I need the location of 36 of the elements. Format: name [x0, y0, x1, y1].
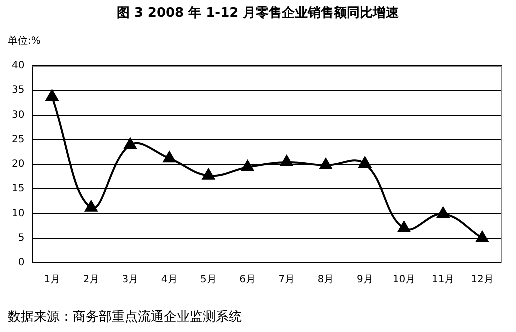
point: [46, 90, 58, 102]
y-tick-label: 10: [12, 208, 25, 220]
point: [280, 156, 294, 167]
y-tick-label: 25: [12, 134, 25, 146]
x-tick-label: 8月: [318, 274, 334, 286]
y-tick-label: 5: [18, 232, 25, 244]
point: [476, 231, 489, 242]
x-tick-label: 5月: [200, 274, 217, 286]
x-tick-label: 9月: [356, 274, 374, 286]
x-tick-label: 11月: [432, 274, 455, 286]
chart-title: 图 3 2008 年 1-12 月零售企业销售额同比增速: [116, 4, 400, 22]
point: [163, 152, 176, 163]
point: [124, 138, 137, 150]
x-tick-label: 3月: [122, 274, 139, 286]
x-tick-label: 1月: [44, 274, 60, 286]
y-tick-label: 40: [12, 60, 25, 72]
x-tick-label: 2月: [83, 274, 100, 286]
x-tick-label: 7月: [278, 274, 296, 286]
y-tick-label: 30: [12, 110, 25, 121]
x-tick-label: 12月: [471, 274, 494, 286]
x-tick-label: 4月: [161, 274, 178, 286]
y-tick-label: 20: [12, 159, 25, 170]
x-tick-label: 6月: [240, 274, 256, 286]
x-tick-label: 10月: [392, 274, 416, 286]
point: [437, 207, 450, 218]
point: [398, 222, 410, 233]
point: [358, 157, 372, 168]
y-tick-label: 35: [12, 85, 25, 96]
source-note: 数据来源：商务部重点流通企业监测系统: [8, 309, 242, 326]
y-tick-label: 0: [18, 258, 25, 269]
point: [202, 168, 215, 180]
y-tick-label: 15: [12, 184, 25, 195]
point: [242, 160, 254, 172]
point: [85, 200, 98, 212]
y-axis-title: 单位:%: [8, 34, 41, 48]
point: [320, 158, 332, 170]
